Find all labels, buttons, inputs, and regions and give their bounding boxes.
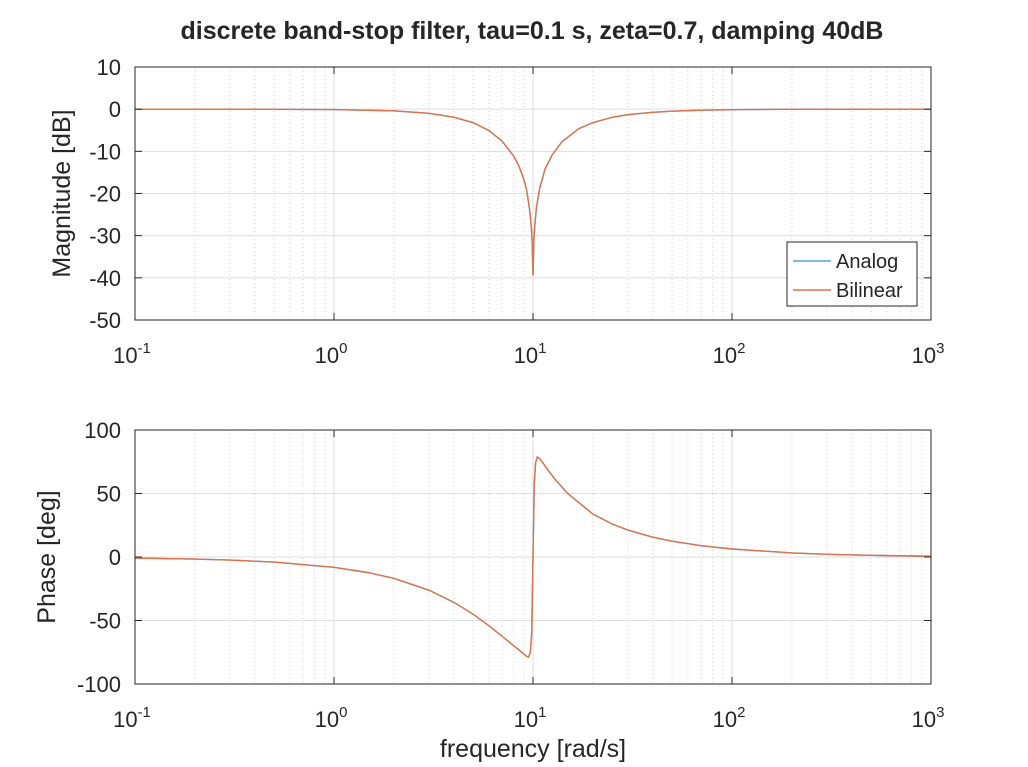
legend-label-analog: Analog [836,251,898,273]
y-axis-label: Magnitude [dB] [48,109,76,277]
chart-title: discrete band-stop filter, tau=0.1 s, ze… [181,17,884,45]
y-tick-label: -40 [89,266,121,291]
x-tick-label: 103 [912,340,945,368]
x-tick-label: 102 [713,340,746,368]
y-tick-label: 10 [97,55,121,80]
x-tick-label: 10-1 [113,704,151,732]
x-tick-label: 101 [514,340,547,368]
y-axis-label: Phase [deg] [33,490,61,623]
x-tick-label: 10-1 [113,340,151,368]
x-axis-label: frequency [rad/s] [440,735,626,763]
y-tick-label: -30 [89,224,121,249]
y-tick-label: -50 [89,308,121,333]
series-line-bilinear [135,455,931,658]
y-tick-label: -100 [77,672,121,697]
legend-box [786,241,918,307]
y-tick-label: 0 [109,545,121,570]
plot-magnitude: 10-1 100 101 102 103100-10-20-30-40-50Magnit… [48,55,944,368]
x-tick-label: 102 [713,704,746,732]
x-tick-label: 100 [315,340,348,368]
y-tick-label: 0 [109,97,121,122]
y-tick-label: -20 [89,182,121,207]
x-tick-label: 100 [315,704,348,732]
x-tick-label: 103 [912,704,945,732]
plot-phase: 10-1 100 101 102 103 100 50 0 -50 -100 Phase [deg]… [33,418,944,763]
x-tick-label: 101 [514,704,547,732]
legend-label-bilinear: Bilinear [836,280,903,302]
y-tick-label: 50 [97,482,121,507]
legend: Analog Bilinear [786,241,918,307]
y-tick-label: -50 [89,609,121,634]
y-tick-label: -10 [89,139,121,164]
y-tick-label: 100 [84,418,121,443]
series-line-bilinear [135,108,931,276]
